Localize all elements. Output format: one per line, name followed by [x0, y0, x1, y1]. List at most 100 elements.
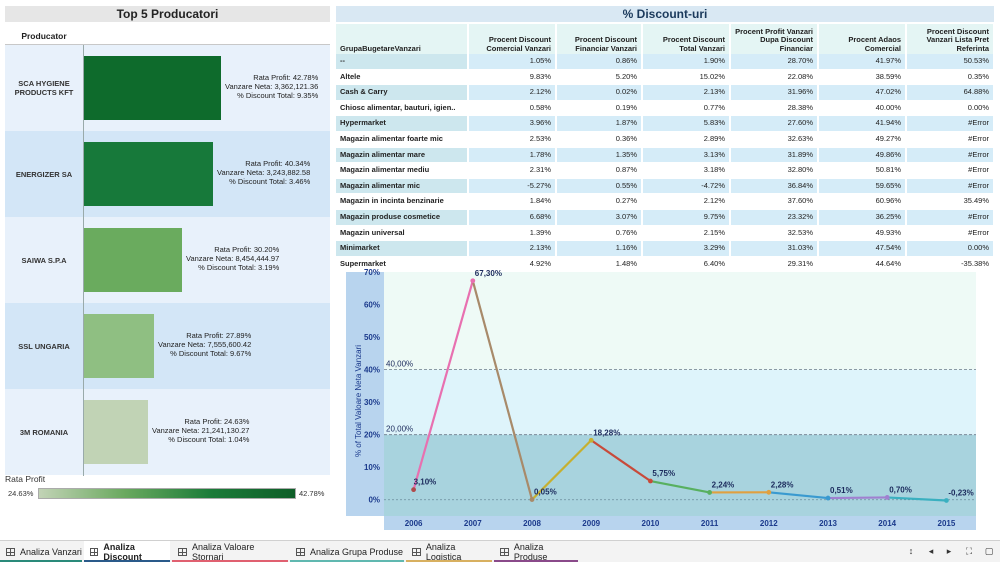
table-column-header[interactable]: GrupaBugetareVanzari [336, 24, 469, 54]
table-body: -- 1.05% 0.86% 1.90% 28.70% 41.97% 50.53% Altel… [336, 54, 995, 273]
table-cell: -5.27% [468, 178, 557, 195]
discount-line-chart: 40,00% 20,00% 0% 10% 20% 30% 40% 50% 60% 70% 2006 2… [346, 266, 980, 536]
data-point[interactable] [825, 495, 831, 501]
table-column-header[interactable]: Procent Discount Comercial Vanzari [468, 24, 557, 54]
table-cell: 47.02% [818, 84, 907, 101]
producer-bar[interactable] [83, 228, 182, 292]
sheet-tab-label: Analiza Discount [103, 542, 142, 562]
table-row[interactable]: Chiosc alimentar, bauturi, igien.. 0.58% 0… [336, 100, 995, 117]
x-tick-label: 2015 [938, 519, 956, 528]
data-label: 3,10% [414, 478, 437, 487]
table-cell: 31.96% [730, 84, 819, 101]
table-cell: 28.70% [730, 54, 819, 70]
table-cell: 60.96% [818, 193, 907, 210]
producer-row[interactable]: ENERGIZER SA Rata Profit: 40.34% Vanzare N… [5, 131, 330, 217]
data-point[interactable] [884, 495, 890, 500]
y-axis-background [346, 272, 384, 516]
table-cell: 9.75% [642, 209, 731, 226]
sheet-tab[interactable]: Analiza Vanzari [0, 541, 82, 562]
band-20-40 [384, 369, 976, 435]
table-row[interactable]: Magazin produse cosmetice 6.68% 3.07% 9.75%… [336, 209, 995, 226]
table-cell: 1.48% [556, 256, 643, 273]
table-row[interactable]: Magazin in incinta benzinarie 1.84% 0.27% 2… [336, 193, 995, 210]
data-point[interactable] [944, 498, 949, 503]
table-row[interactable]: Magazin alimentar mare 1.78% 1.35% 3.13% 31.… [336, 147, 995, 164]
table-cell: 2.15% [642, 225, 731, 242]
producer-sales-label: Vanzare Neta: 8,454,444.97 [186, 254, 280, 263]
producer-row[interactable]: SCA HYGIENE PRODUCTS KFT Rata Profit: 42.… [5, 45, 330, 131]
tab-menu-icon[interactable]: ↕ [908, 546, 914, 556]
table-row-label: Magazin universal [336, 225, 469, 242]
data-point[interactable] [707, 490, 712, 495]
data-label: 0,51% [830, 486, 853, 495]
table-cell: 2.89% [642, 131, 731, 148]
table-row[interactable]: Magazin alimentar foarte mic 2.53% 0.36% 2.… [336, 131, 995, 148]
table-cell: 36.84% [730, 178, 819, 195]
sheet-tab-color-bar [84, 560, 170, 562]
comment-icon[interactable]: ▢ [984, 546, 994, 556]
table-column-header[interactable]: Procent Discount Vanzari Lista Pret Refe… [906, 24, 995, 54]
table-cell: 1.84% [468, 193, 557, 210]
table-row[interactable]: -- 1.05% 0.86% 1.90% 28.70% 41.97% 50.53% [336, 54, 995, 70]
table-cell: 28.38% [730, 100, 819, 117]
table-cell: 44.64% [818, 256, 907, 273]
table-cell: 1.39% [468, 225, 557, 242]
table-cell: 22.08% [730, 69, 819, 86]
table-row[interactable]: Magazin alimentar mic -5.27% 0.55% -4.72% 36… [336, 178, 995, 195]
y-tick-label: 70% [364, 268, 380, 277]
table-row[interactable]: Cash & Carry 2.12% 0.02% 2.13% 31.96% 47.02% 6… [336, 84, 995, 101]
data-point[interactable] [588, 437, 594, 443]
table-row[interactable]: Minimarket 2.13% 1.16% 3.29% 31.03% 47.54% 0.0… [336, 240, 995, 257]
table-cell: 35.49% [906, 193, 995, 210]
table-cell: 47.54% [818, 240, 907, 257]
producer-bar[interactable] [83, 314, 154, 378]
data-point[interactable] [648, 478, 653, 484]
sheet-tab[interactable]: Analiza Valoare Stornari [172, 541, 288, 562]
x-tick-label: 2013 [819, 519, 837, 528]
table-column-header[interactable]: Procent Adaos Comercial [818, 24, 907, 54]
table-row-label: Magazin alimentar mic [336, 178, 469, 195]
table-row[interactable]: Altele 9.83% 5.20% 15.02% 22.08% 38.59% 0.35% [336, 69, 995, 86]
next-tab-icon[interactable]: ▸ [946, 546, 952, 556]
producer-discount-label: % Discount Total: 9.67% [170, 349, 252, 358]
producer-row-background [5, 303, 330, 389]
table-row[interactable]: Hypermarket 3.96% 1.87% 5.83% 27.60% 41.94% #E… [336, 115, 995, 132]
table-column-header[interactable]: Procent Discount Financiar Vanzari [556, 24, 643, 54]
producer-row[interactable]: SSL UNGARIA Rata Profit: 27.89% Vanzare Ne… [5, 303, 330, 389]
table-cell: #Error [906, 147, 995, 164]
producer-row[interactable]: 3M ROMANIA Rata Profit: 24.63% Vanzare Net… [5, 389, 330, 475]
x-tick-label: 2006 [405, 519, 423, 528]
sheet-tab[interactable]: Analiza Grupa Produse [290, 541, 404, 562]
table-column-header[interactable]: Procent Profit Vanzari Dupa Discount Fin… [730, 24, 819, 54]
prev-tab-icon[interactable]: ◂ [928, 546, 934, 556]
table-row[interactable]: Supermarket 4.92% 1.48% 6.40% 29.31% 44.64% -3… [336, 256, 995, 273]
table-column-header[interactable]: Procent Discount Total Vanzari [642, 24, 731, 54]
fullscreen-icon[interactable]: ⛶ [965, 546, 973, 556]
table-row[interactable]: Magazin alimentar mediu 2.31% 0.87% 3.18% 32… [336, 162, 995, 179]
sheet-tab[interactable]: Analiza Discount [84, 541, 170, 562]
sheet-tab[interactable]: Analiza Logistica [406, 541, 492, 562]
data-point[interactable] [529, 497, 535, 502]
producer-sales-label: Vanzare Neta: 7,555,600.42 [158, 340, 252, 349]
x-tick-label: 2008 [523, 519, 541, 528]
producer-sales-label: Vanzare Neta: 3,362,121.36 [225, 82, 319, 91]
data-point[interactable] [411, 487, 416, 493]
producer-discount-label: % Discount Total: 9.35% [237, 91, 319, 100]
table-cell: 36.25% [818, 209, 907, 226]
reference-line-label: 20,00% [386, 425, 413, 434]
producer-bar[interactable] [83, 56, 221, 120]
table-cell: 32.53% [730, 225, 819, 242]
sheet-grid-icon [296, 548, 305, 556]
producer-bar[interactable] [83, 400, 148, 464]
header-divider [5, 44, 330, 45]
data-point[interactable] [766, 489, 772, 495]
producer-bar[interactable] [83, 142, 213, 206]
data-point[interactable] [470, 278, 476, 284]
table-cell: 32.80% [730, 162, 819, 179]
table-row[interactable]: Magazin universal 1.39% 0.76% 2.15% 32.53% 49… [336, 225, 995, 242]
sheet-tab[interactable]: Analiza Produse [494, 541, 578, 562]
table-cell: 32.63% [730, 131, 819, 148]
table-cell: -4.72% [642, 178, 731, 195]
table-cell: 2.13% [642, 84, 731, 101]
producer-row[interactable]: SAIWA S.P.A Rata Profit: 30.20% Vanzare Ne… [5, 217, 330, 303]
